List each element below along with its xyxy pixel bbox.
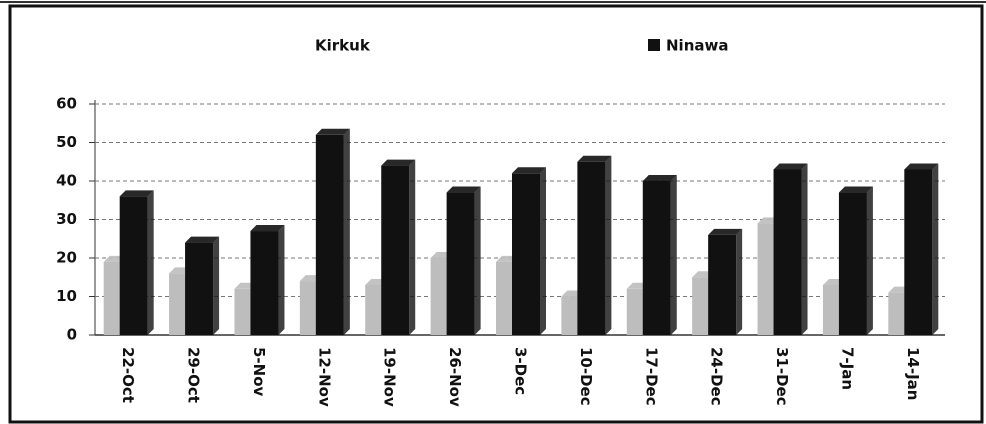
bar-top — [315, 128, 350, 135]
x-tick-label: 29-Oct — [185, 347, 203, 403]
bar — [708, 234, 737, 335]
legend-label: Ninawa — [666, 37, 728, 55]
bar-side — [343, 128, 350, 335]
bar — [381, 165, 410, 335]
bar-side — [409, 159, 416, 335]
y-tick-label: 50 — [56, 133, 77, 151]
x-tick-label: 22-Oct — [119, 347, 137, 403]
bar-side — [147, 190, 154, 335]
bar — [577, 161, 606, 335]
bar-side — [605, 155, 612, 335]
bar-side — [736, 228, 743, 335]
bar-side — [474, 186, 481, 335]
bar-top — [642, 175, 677, 181]
y-tick-label: 0 — [67, 326, 77, 344]
bar — [250, 231, 279, 335]
bar-side — [278, 225, 285, 335]
bar-top — [838, 186, 873, 193]
x-tick-label: 7-Jan — [838, 347, 856, 390]
bar-top — [577, 155, 612, 162]
bar-top — [512, 167, 546, 174]
bar-side — [801, 163, 808, 335]
x-tick-label: 31-Dec — [773, 347, 791, 406]
x-tick-label: 12-Nov — [315, 347, 333, 407]
bar-top — [250, 225, 285, 232]
x-tick-label: 14-Jan — [904, 347, 922, 400]
y-tick-label: 60 — [56, 95, 77, 113]
bar-top — [446, 186, 481, 193]
x-tick-label: 17-Dec — [642, 347, 660, 406]
bar-top — [185, 236, 220, 243]
bar-top — [708, 228, 743, 235]
y-tick-label: 30 — [56, 210, 77, 228]
bar-top — [381, 159, 416, 166]
bar — [119, 196, 148, 335]
bar-side — [540, 167, 546, 335]
y-tick-label: 40 — [56, 172, 77, 190]
bar — [185, 242, 214, 335]
bar-side — [213, 236, 220, 335]
x-tick-label: 26-Nov — [446, 347, 464, 407]
x-tick-label: 3-Dec — [512, 347, 530, 395]
bar — [512, 173, 540, 335]
bar-side — [932, 163, 939, 335]
x-tick-label: 19-Nov — [381, 347, 399, 407]
bar-top — [904, 163, 939, 170]
legend-label: Kirkuk — [315, 37, 371, 55]
y-tick-label: 10 — [56, 287, 77, 305]
bar-side — [670, 175, 677, 335]
bar — [446, 192, 475, 335]
x-tick-label: 24-Dec — [708, 347, 726, 406]
bar — [904, 169, 933, 335]
bar — [315, 134, 344, 335]
bar-top — [119, 190, 154, 197]
y-tick-label: 20 — [56, 249, 77, 267]
x-tick-label: 5-Nov — [250, 347, 268, 397]
bar-top — [773, 163, 808, 170]
legend-swatch — [648, 39, 660, 51]
bar — [838, 192, 867, 335]
x-tick-label: 10-Dec — [577, 347, 595, 406]
bar — [642, 181, 671, 335]
bar-side — [866, 186, 873, 335]
chart-frame — [8, 4, 984, 424]
bar — [773, 169, 802, 335]
